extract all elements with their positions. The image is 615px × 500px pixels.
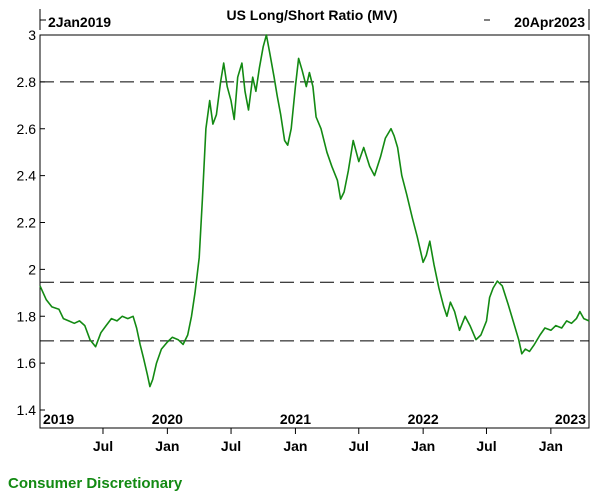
x-tick-label: Jul [221, 438, 241, 454]
year-label: 2021 [280, 411, 311, 427]
x-tick-label: Jul [93, 438, 113, 454]
x-tick-label: Jan [155, 438, 179, 454]
y-tick-label: 2.8 [17, 74, 37, 90]
reference-lines [40, 81, 589, 342]
x-tick-label: Jul [476, 438, 496, 454]
x-axis: Jul Jan Jul Jan Jul Jan Jul Jan 2019 2020 2021 2022… [43, 411, 586, 454]
x-tick-label: Jan [411, 438, 435, 454]
year-label: 2022 [408, 411, 439, 427]
x-tick-label: Jan [283, 438, 307, 454]
y-tick-label: 2.2 [17, 215, 37, 231]
year-label: 2020 [152, 411, 183, 427]
chart-title: US Long/Short Ratio (MV) [226, 7, 397, 23]
y-tick-label: 2.4 [17, 168, 37, 184]
end-date-marker: 20Apr2023 [484, 9, 590, 30]
start-date-label: 2Jan2019 [48, 14, 111, 30]
y-axis: 1.4 1.6 1.8 2 2.2 2.4 2.6 2.8 3 [17, 27, 45, 418]
sector-label: Consumer Discretionary [8, 475, 183, 492]
y-tick-label: 1.8 [17, 308, 37, 324]
x-tick-label: Jul [349, 438, 369, 454]
plot-frame [39, 34, 590, 429]
y-tick-label: 1.4 [17, 402, 37, 418]
year-label: 2023 [555, 411, 586, 427]
year-label: 2019 [43, 411, 74, 427]
end-date-label: 20Apr2023 [514, 14, 585, 30]
x-tick-label: Jan [539, 438, 563, 454]
start-date-marker: 2Jan2019 [39, 9, 111, 30]
y-tick-label: 2 [28, 261, 36, 277]
y-tick-label: 3 [28, 27, 36, 43]
y-tick-label: 1.6 [17, 355, 37, 371]
y-tick-label: 2.6 [17, 121, 37, 137]
series-group [39, 34, 590, 388]
series-line [39, 34, 590, 388]
